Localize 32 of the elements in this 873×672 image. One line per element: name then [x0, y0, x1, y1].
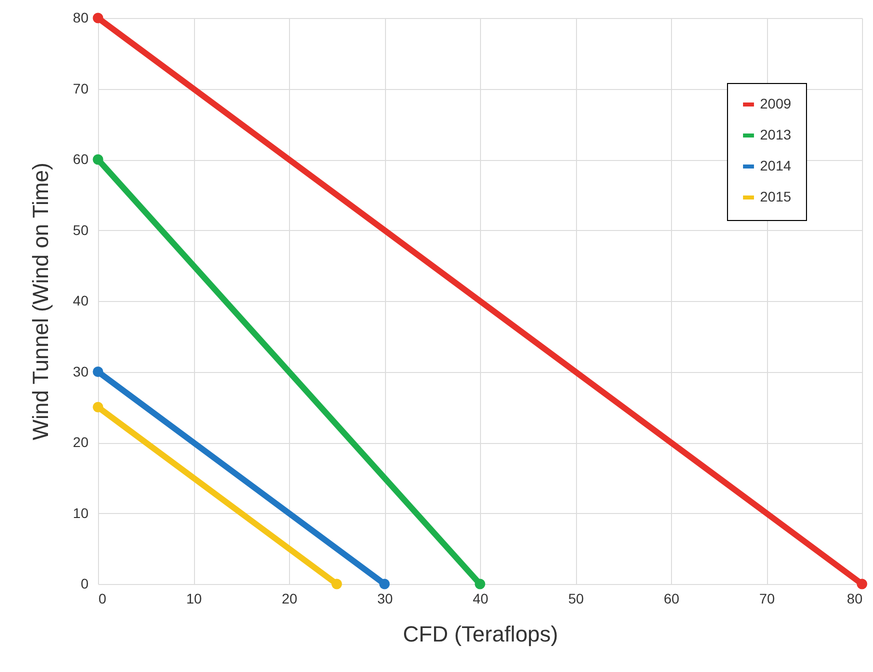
y-tick-label: 60	[72, 151, 89, 167]
y-tick-label: 80	[72, 10, 89, 26]
x-tick-label: 30	[377, 590, 393, 606]
y-axis-title: Wind Tunnel (Wind on Time)	[28, 162, 53, 440]
x-tick-label: 60	[664, 590, 680, 606]
point	[474, 578, 486, 590]
point	[379, 578, 390, 590]
point	[332, 578, 342, 590]
x-tick-label: 20	[282, 590, 298, 606]
legend-label: 2014	[760, 158, 792, 174]
legend-label: 2015	[760, 188, 792, 204]
x-tick-label: 0	[98, 590, 106, 606]
x-tick-label: 10	[186, 590, 202, 606]
y-tick-label: 50	[72, 222, 89, 238]
point	[92, 366, 104, 377]
x-tick-label: 80	[846, 590, 863, 606]
y-tick-label: 0	[80, 576, 89, 592]
y-tick-label: 70	[72, 80, 89, 96]
point	[856, 578, 868, 590]
y-tick-label: 30	[72, 363, 89, 380]
x-axis-title: CFD (Teraflops)	[402, 622, 558, 646]
x-tick-label: 40	[472, 590, 488, 606]
y-tick-label: 40	[72, 292, 89, 308]
point	[92, 402, 104, 412]
point	[92, 12, 104, 24]
x-tick-label: 50	[568, 590, 584, 606]
y-tick-label: 10	[72, 504, 89, 521]
legend-label: 2009	[760, 96, 792, 112]
legend-label: 2013	[760, 126, 792, 142]
x-tick-label: 70	[759, 590, 775, 606]
point	[92, 154, 104, 165]
y-tick-label: 20	[72, 434, 89, 450]
